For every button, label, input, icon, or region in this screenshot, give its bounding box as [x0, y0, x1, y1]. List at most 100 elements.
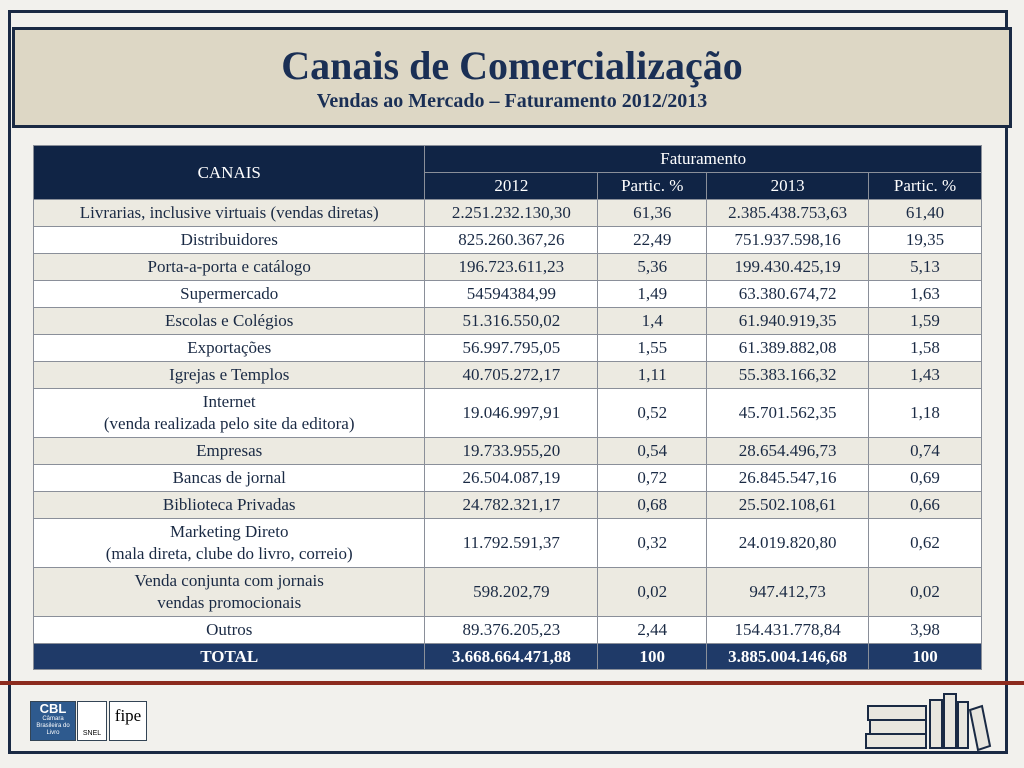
- value-cell: 89.376.205,23: [424, 616, 599, 644]
- value-cell: 19.733.955,20: [424, 437, 599, 465]
- canal-line: Exportações: [187, 338, 272, 357]
- value-cell: 0,66: [868, 491, 982, 519]
- value-cell: 61.940.919,35: [706, 307, 870, 335]
- value-cell: 1,18: [868, 388, 982, 438]
- canal-cell: Marketing Direto (mala direta, clube do l…: [32, 518, 426, 568]
- value-cell: 2.385.438.753,63: [706, 199, 870, 227]
- value-cell: 54594384,99: [424, 280, 599, 308]
- data-row: Exportações 56.997.795,05 1,55 61.389.882,0…: [32, 334, 982, 362]
- value-cell: 19.046.997,91: [424, 388, 599, 438]
- logo-text: SNEL: [82, 730, 102, 737]
- value-cell: 55.383.166,32: [706, 361, 870, 389]
- canal-cell: Empresas: [32, 437, 426, 465]
- value-cell: 28.654.496,73: [706, 437, 870, 465]
- snel-logo: SNEL: [77, 701, 107, 741]
- canal-cell: Distribuidores: [32, 226, 426, 254]
- value-cell: 5,36: [597, 253, 708, 281]
- sales-table: CANAIS Faturamento 2012 Partic. % 2013 Partic…: [32, 145, 982, 670]
- data-row: Igrejas e Templos 40.705.272,17 1,11 55.383…: [32, 361, 982, 389]
- value-cell: 1,59: [868, 307, 982, 335]
- value-cell: 947.412,73: [706, 567, 870, 617]
- canal-line: Venda conjunta com jornais: [134, 571, 324, 590]
- data-row: Internet (venda realizada pelo site da ed…: [32, 388, 982, 438]
- canal-line: vendas promocionais: [157, 593, 302, 612]
- canal-line: Porta-a-porta e catálogo: [147, 257, 311, 276]
- canal-cell: Livrarias, inclusive virtuais (vendas di…: [32, 199, 426, 227]
- total-cell: TOTAL: [32, 643, 426, 670]
- value-cell: 0,69: [868, 464, 982, 492]
- value-cell: 598.202,79: [424, 567, 599, 617]
- value-cell: 0,52: [597, 388, 708, 438]
- value-cell: 0,62: [868, 518, 982, 568]
- canal-line: Supermercado: [180, 284, 279, 303]
- value-cell: 196.723.611,23: [424, 253, 599, 281]
- header-cell: CANAIS: [32, 145, 426, 200]
- total-cell: 100: [868, 643, 982, 670]
- logo-text: CBL: [39, 701, 67, 716]
- value-cell: 25.502.108,61: [706, 491, 870, 519]
- value-cell: 751.937.598,16: [706, 226, 870, 254]
- canal-line: Biblioteca Privadas: [162, 495, 296, 514]
- canal-cell: Venda conjunta com jornais vendas promoci…: [32, 567, 426, 617]
- total-cell: 3.668.664.471,88: [424, 643, 599, 670]
- value-cell: 0,74: [868, 437, 982, 465]
- value-cell: 61,36: [597, 199, 708, 227]
- data-row: Escolas e Colégios 51.316.550,02 1,4 61.940…: [32, 307, 982, 335]
- canal-line: Internet: [202, 392, 256, 411]
- canal-cell: Internet (venda realizada pelo site da ed…: [32, 388, 426, 438]
- header-row: CANAIS Faturamento: [32, 145, 982, 200]
- title: Canais de Comercialização: [281, 43, 743, 88]
- canal-cell: Biblioteca Privadas: [32, 491, 426, 519]
- canal-cell: Bancas de jornal: [32, 464, 426, 492]
- divider: [0, 681, 1024, 685]
- canal-line: Outros: [206, 620, 253, 639]
- value-cell: 51.316.550,02: [424, 307, 599, 335]
- header-cell: Faturamento: [424, 145, 982, 173]
- canal-cell: Outros: [32, 616, 426, 644]
- value-cell: 63.380.674,72: [706, 280, 870, 308]
- value-cell: 3,98: [868, 616, 982, 644]
- data-row: Empresas 19.733.955,20 0,54 28.654.496,73 0,…: [32, 437, 982, 465]
- value-cell: 1,49: [597, 280, 708, 308]
- canal-cell: Supermercado: [32, 280, 426, 308]
- canal-line: Marketing Direto: [169, 522, 289, 541]
- value-cell: 2.251.232.130,30: [424, 199, 599, 227]
- value-cell: 0,72: [597, 464, 708, 492]
- data-row: Porta-a-porta e catálogo 196.723.611,23 5,…: [32, 253, 982, 281]
- value-cell: 0,02: [868, 567, 982, 617]
- subtitle: Vendas ao Mercado – Faturamento 2012/201…: [316, 90, 708, 112]
- value-cell: 1,11: [597, 361, 708, 389]
- canal-line: (mala direta, clube do livro, correio): [105, 544, 353, 563]
- value-cell: 61,40: [868, 199, 982, 227]
- fipe-logo: fipe: [109, 701, 147, 741]
- value-cell: 199.430.425,19: [706, 253, 870, 281]
- header-cell: Partic. %: [597, 172, 708, 200]
- data-row: Livrarias, inclusive virtuais (vendas di…: [32, 199, 982, 227]
- value-cell: 0,32: [597, 518, 708, 568]
- value-cell: 40.705.272,17: [424, 361, 599, 389]
- value-cell: 0,68: [597, 491, 708, 519]
- canal-line: Livrarias, inclusive virtuais (vendas di…: [79, 203, 379, 222]
- canal-cell: Porta-a-porta e catálogo: [32, 253, 426, 281]
- canal-line: Igrejas e Templos: [169, 365, 290, 384]
- value-cell: 1,58: [868, 334, 982, 362]
- value-cell: 5,13: [868, 253, 982, 281]
- value-cell: 19,35: [868, 226, 982, 254]
- canal-line: Distribuidores: [180, 230, 278, 249]
- header-cell: 2012: [424, 172, 599, 200]
- value-cell: 0,02: [597, 567, 708, 617]
- canal-cell: Exportações: [32, 334, 426, 362]
- value-cell: 0,54: [597, 437, 708, 465]
- canal-line: (venda realizada pelo site da editora): [103, 414, 355, 433]
- canal-line: Bancas de jornal: [172, 468, 286, 487]
- total-cell: 3.885.004.146,68: [706, 643, 870, 670]
- header-cell: Partic. %: [868, 172, 982, 200]
- logo-text: fipe: [114, 706, 142, 725]
- data-row: Marketing Direto (mala direta, clube do l…: [32, 518, 982, 568]
- value-cell: 11.792.591,37: [424, 518, 599, 568]
- value-cell: 825.260.367,26: [424, 226, 599, 254]
- value-cell: 24.019.820,80: [706, 518, 870, 568]
- value-cell: 24.782.321,17: [424, 491, 599, 519]
- canal-line: Escolas e Colégios: [165, 311, 294, 330]
- value-cell: 45.701.562,35: [706, 388, 870, 438]
